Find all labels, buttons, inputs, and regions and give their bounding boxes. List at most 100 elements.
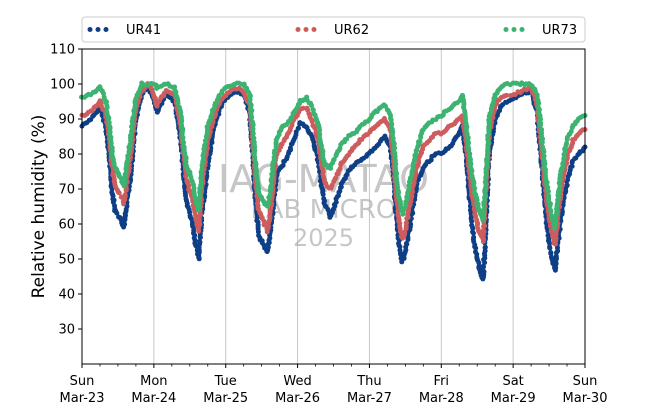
data-point [180, 135, 186, 141]
data-point [271, 154, 277, 160]
data-point [114, 210, 120, 216]
data-point [183, 159, 189, 165]
legend-entry-ur73: UR73 [503, 23, 577, 38]
legend-label: UR73 [542, 23, 577, 38]
x-tick-label-day: Thu [356, 374, 381, 389]
y-tick-label: 40 [58, 288, 75, 303]
y-tick-label: 70 [58, 183, 75, 198]
y-tick-label: 110 [50, 43, 75, 58]
data-point [122, 192, 128, 198]
data-point [410, 189, 416, 195]
data-point [474, 197, 480, 203]
legend-marker [95, 27, 101, 32]
data-point [122, 179, 128, 185]
data-point [296, 125, 302, 131]
data-point [100, 90, 106, 96]
data-point [504, 92, 510, 98]
data-point [547, 203, 553, 209]
data-point [196, 203, 202, 209]
data-point [548, 208, 554, 214]
data-point [186, 183, 192, 189]
data-point [204, 124, 210, 130]
data-point [270, 166, 276, 172]
data-point [280, 162, 286, 168]
data-point [480, 227, 486, 233]
x-tick-label-date: Mar-24 [131, 391, 176, 406]
data-point [482, 179, 488, 185]
data-point [539, 139, 545, 145]
data-point [481, 206, 487, 212]
data-point [104, 105, 110, 111]
data-point [116, 190, 122, 196]
data-point [197, 189, 203, 195]
y-tick-label: 50 [58, 253, 75, 268]
data-point [406, 183, 412, 189]
legend-entry-ur41: UR41 [87, 23, 161, 38]
data-point [265, 199, 271, 205]
data-point [468, 169, 474, 175]
data-point [175, 100, 181, 106]
legend-marker [103, 27, 109, 32]
legend-entry-ur62: UR62 [295, 23, 369, 38]
data-point [470, 230, 476, 236]
y-axis-label: Relative humidity (%) [29, 115, 49, 299]
data-point [470, 225, 476, 231]
series-layer [79, 80, 588, 282]
data-point [554, 201, 560, 207]
data-point [202, 193, 208, 199]
x-axis: Sun Mar-23 Mon Mar-24 Tue Mar-25 Wed Mar-26 Thu M… [60, 364, 608, 406]
data-point [564, 182, 570, 188]
data-point [547, 245, 553, 251]
data-point [472, 185, 478, 191]
data-point [131, 112, 137, 118]
data-point [300, 105, 306, 111]
x-tick-label-day: Sat [502, 374, 523, 389]
data-point [309, 119, 315, 125]
data-point [469, 218, 475, 224]
legend-marker [511, 27, 517, 32]
legend-marker [295, 27, 301, 32]
data-point [536, 100, 542, 106]
data-point [545, 188, 551, 194]
data-point [568, 128, 574, 134]
data-point [250, 122, 256, 128]
data-point [482, 244, 488, 250]
legend-label: UR62 [334, 23, 369, 38]
data-point [197, 198, 203, 204]
data-point [197, 238, 202, 244]
data-point [482, 194, 488, 200]
data-point [202, 138, 208, 144]
data-point [249, 115, 255, 121]
y-axis: 30 40 50 60 70 80 90 100 110 [50, 43, 82, 338]
data-point [261, 218, 267, 224]
x-tick-label-day: Sun [70, 374, 95, 389]
y-tick-label: 30 [58, 323, 75, 338]
data-point [564, 140, 570, 146]
x-tick-label-date: Mar-23 [60, 391, 105, 406]
x-tick-label-day: Tue [214, 374, 237, 389]
data-point [537, 122, 543, 128]
x-tick-label-day: Sun [573, 374, 598, 389]
x-tick-label-date: Mar-29 [491, 391, 536, 406]
data-point [289, 114, 295, 120]
data-point [547, 240, 552, 246]
data-point [268, 182, 274, 188]
data-point [267, 192, 273, 198]
data-point [406, 187, 412, 193]
data-point [179, 130, 185, 136]
data-point [553, 235, 559, 241]
x-tick-label-date: Mar-30 [563, 391, 608, 406]
data-point [309, 103, 315, 109]
watermark-line: 2025 [293, 224, 354, 252]
y-tick-label: 100 [50, 78, 75, 93]
legend-marker [87, 27, 93, 32]
x-tick-label-date: Mar-27 [347, 391, 392, 406]
data-point [553, 260, 559, 266]
data-point [397, 244, 403, 250]
legend-marker [303, 27, 309, 32]
data-point [391, 141, 397, 147]
data-point [560, 159, 566, 165]
data-point [337, 166, 343, 172]
legend-marker [503, 27, 509, 32]
